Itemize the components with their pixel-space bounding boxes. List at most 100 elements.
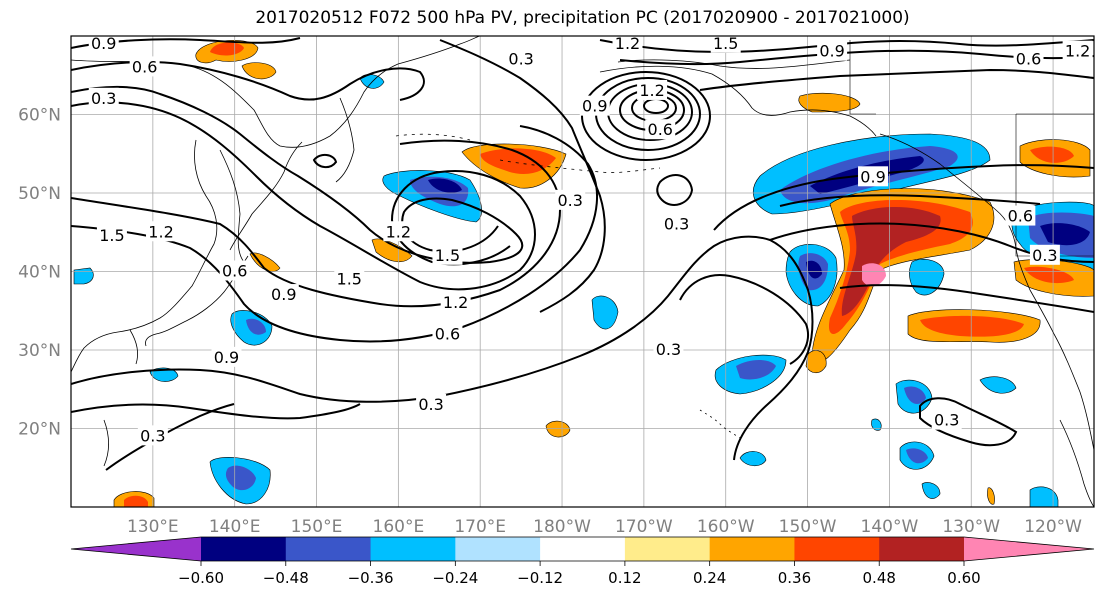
pv-contour-0.6-small [312,154,338,168]
map-content: 0.9 0.6 0.3 0.3 1.2 1.5 0.9 0.6 1.2 0.9 1.2 0.6 1.5 1… [71,34,1094,507]
contour-label-background [645,119,676,140]
contour-label-background [710,36,741,53]
political-borders [849,40,1094,257]
negative-anomaly [979,376,1017,394]
pv-contour-0.6-e [779,194,1041,207]
positive-anomaly [124,495,148,507]
contour-label: 0.3 [1032,246,1057,265]
contour-label-background [96,225,127,246]
contour-label-background [579,95,610,116]
negative-anomaly [806,260,822,279]
contour-label: 1.5 [435,246,460,265]
positive-anomaly [841,206,941,316]
colorbar-box [794,537,880,561]
longitude-label: 170°E [454,517,506,537]
contour-label-background [416,393,447,414]
contour-label-background [334,268,365,289]
contour-label: 1.2 [443,293,468,312]
contour-label: 1.2 [639,81,664,100]
colorbar-tick-label: 0.36 [778,569,811,587]
coastline-asia-mainland [71,139,218,373]
contour-label-background [653,339,684,359]
contour-label: 0.3 [664,214,689,233]
contour-label: 0.6 [132,57,157,76]
longitude-label: 130°E [127,517,179,537]
contour-label: 0.9 [91,34,116,53]
contour-label-background [1013,48,1044,69]
positive-anomaly [1024,266,1074,284]
negative-anomaly [149,367,179,382]
contour-label: 0.3 [508,50,533,69]
contour-label: 0.3 [418,395,443,414]
contour-label-background [219,260,250,281]
contour-label: 1.2 [386,222,411,241]
colorbar-box [285,537,372,561]
contour-label-background [268,284,299,305]
latitude-label: 30°N [18,341,61,361]
negative-anomaly [904,386,926,404]
negative-anomaly [428,178,462,193]
coastline-kamchatka [335,97,355,183]
negative-anomaly [1029,486,1059,507]
coastlines [71,36,1094,507]
pv-contour-0.3-small [656,174,694,206]
pv-contour-0.9-b [71,139,562,308]
longitude-label: 150°E [291,517,343,537]
contour-label: 0.9 [860,167,885,186]
coastline-sakhalin [219,149,245,263]
contour-label: 0.6 [1016,50,1041,69]
contour-label-background [1005,205,1036,226]
contour-label: 0.9 [214,348,239,367]
colorbar-extension-low [71,537,201,561]
contour-label-background [383,221,414,242]
contour-label-background [1062,40,1093,61]
negative-anomaly [906,448,928,464]
longitude-label: 150°W [779,517,837,537]
positive-anomaly [798,92,861,113]
contour-label: 0.9 [819,42,844,61]
negative-anomaly [921,482,941,499]
coastline-alaska-north [617,59,851,69]
colorbar-tick-label: 0.60 [947,569,980,587]
coastline-korea [129,329,138,365]
longitude-label: 120°W [1024,517,1082,537]
contour-label-background [137,425,168,446]
coastline-mexico [1059,419,1094,507]
chart-title: 2017020512 F072 500 hPa PV, precipitatio… [255,8,910,28]
colorbar-box [879,537,965,561]
contour-label: 0.3 [91,89,116,108]
positive-anomaly [241,62,277,80]
longitude-label: 170°W [615,517,673,537]
contour-label-background [931,409,962,430]
colorbar-extension-high [964,537,1094,561]
contour-label-background [817,40,848,61]
colorbar: −0.60 −0.48 −0.36 −0.24 −0.12 0.12 0.24 0.36 0.4… [70,536,1095,587]
pv-contour-0.9-e [713,164,1094,231]
colorbar-box [370,537,456,561]
contour-label: 0.6 [222,262,247,281]
negative-anomaly [73,267,94,285]
pv-contour-0.3-b [71,403,361,420]
coastline-japan [145,255,249,347]
positive-anomaly [480,148,556,174]
colorbar-box [455,537,541,561]
latitude-label: 50°N [18,184,61,204]
contour-label: 1.5 [713,34,738,53]
positive-anomaly [805,350,827,374]
contour-label-background [440,291,471,312]
contour-label: 0.3 [140,426,165,445]
contour-label: 1.2 [1065,42,1090,61]
latitude-labels: 60°N 50°N 40°N 30°N 20°N [18,106,61,440]
contour-label: 0.3 [934,411,959,430]
coastline-hawaii [699,409,741,439]
pv-contour-0.3-c [105,403,235,471]
pv-contour-0.3-g [839,284,1094,313]
latitude-label: 40°N [18,263,61,283]
contour-label: 0.6 [648,120,673,139]
longitude-label: 160°E [373,517,425,537]
coastline-okhotsk [229,141,303,251]
colorbar-tick-label: −0.60 [178,569,224,587]
contour-label: 1.5 [99,226,124,245]
colorbar-box [709,537,795,561]
negative-anomaly [736,360,776,380]
